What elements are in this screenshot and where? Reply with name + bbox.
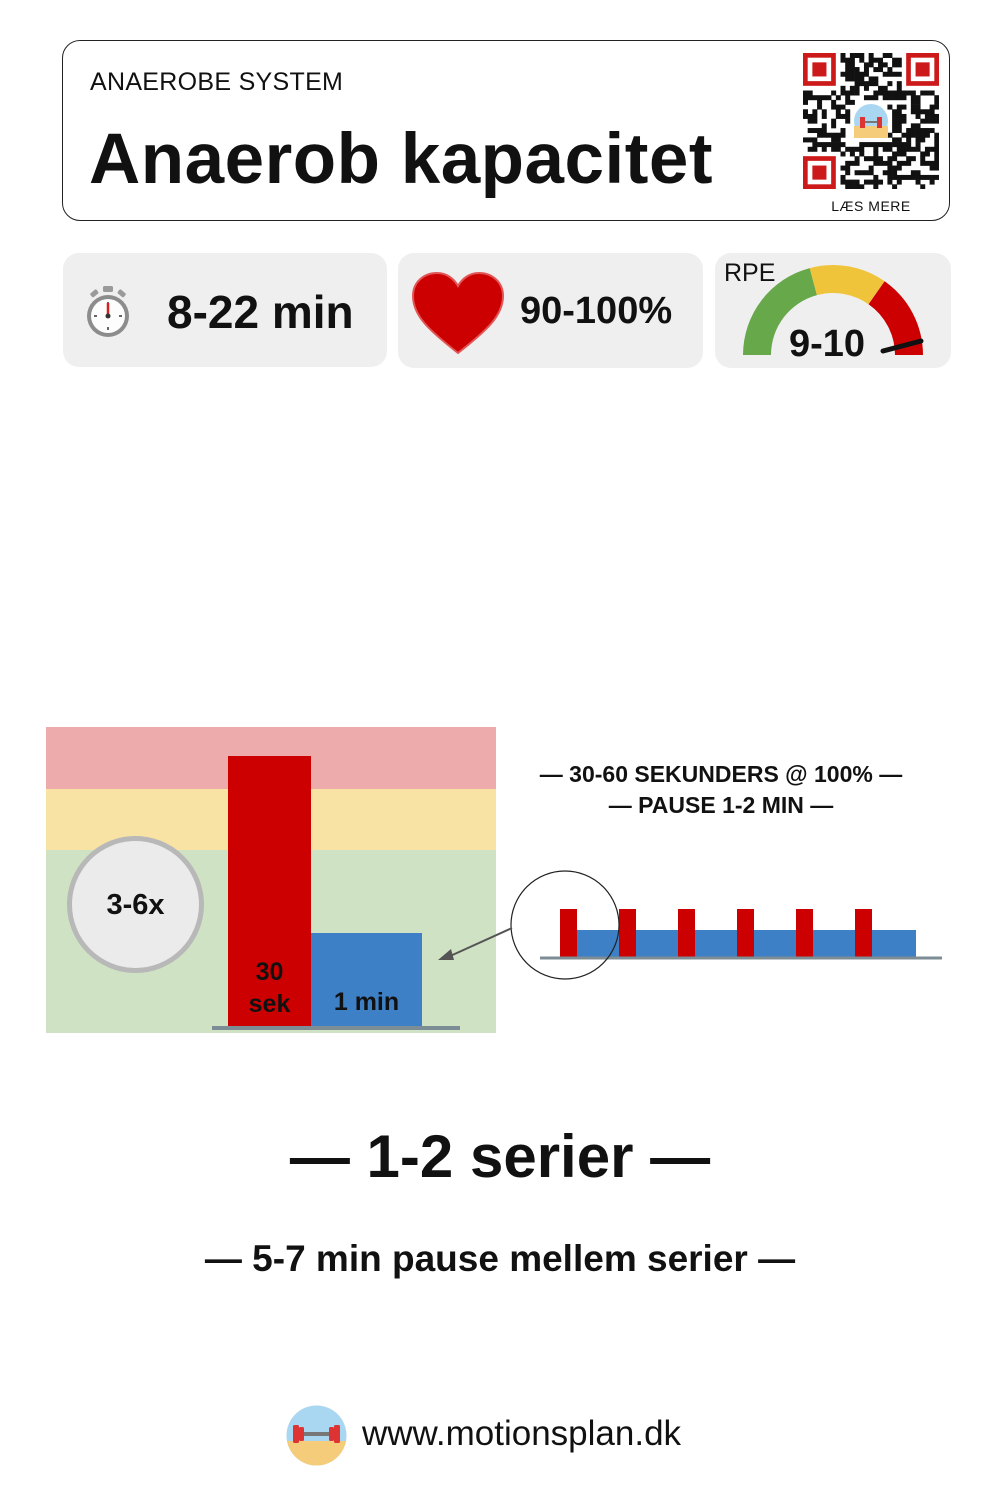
work-burst: [678, 909, 695, 958]
duration-card: 8-22 min: [63, 253, 387, 367]
website-link[interactable]: www.motionsplan.dk: [362, 1414, 682, 1453]
rest-label: 1 min: [333, 988, 400, 1016]
interval-description: — 30-60 SEKUNDERS @ 100% —: [539, 761, 903, 787]
work-burst: [619, 909, 636, 958]
baseline: [212, 1026, 460, 1030]
rpe-label: RPE: [724, 259, 776, 287]
gauge-segment: [868, 281, 923, 355]
gauge-segment: [809, 265, 885, 305]
heart-rate-card: 90-100%: [398, 253, 703, 368]
work-burst: [855, 909, 872, 958]
duration-value: 8-22 min: [167, 286, 354, 338]
motionsplan-logo: [286, 1405, 347, 1466]
heart-icon: [411, 271, 505, 355]
work-label-line1: 30: [255, 958, 284, 986]
gauge-needle: [880, 338, 924, 354]
zone-diagram: 3-6x 30 sek 1 min: [46, 727, 496, 1033]
heart-rate-value: 90-100%: [520, 290, 673, 332]
header-card: ANAEROBE SYSTEM Anaerob kapacitet LÆS ME…: [62, 40, 950, 221]
work-burst: [737, 909, 754, 958]
rpe-gauge: [743, 265, 924, 355]
work-burst: [560, 909, 577, 958]
rpe-card: RPE 9-10: [715, 253, 951, 368]
interval-timeline: [438, 870, 942, 980]
repeat-count: 3-6x: [106, 889, 165, 921]
zoom-circle: [510, 870, 620, 980]
series-pause: — 5-7 min pause mellem serier —: [204, 1238, 796, 1279]
rpe-value: 9-10: [789, 323, 866, 365]
rest-bar: [311, 933, 422, 1026]
series-count: — 1-2 serier —: [289, 1123, 711, 1190]
zoom-arrow: [447, 927, 513, 958]
interval-pause: — PAUSE 1-2 MIN —: [608, 792, 834, 818]
category-label: ANAEROBE SYSTEM: [90, 68, 344, 96]
repeat-badge: [67, 836, 204, 973]
zoom-arrowhead: [438, 949, 454, 960]
work-burst: [796, 909, 813, 958]
page-title: Anaerob kapacitet: [89, 120, 714, 199]
work-bar: [228, 756, 311, 1026]
qr-caption[interactable]: LÆS MERE: [831, 198, 911, 214]
work-label-line2: sek: [248, 990, 291, 1018]
qr-code[interactable]: [803, 53, 939, 189]
gauge-segment: [743, 268, 817, 355]
stopwatch-icon: [87, 286, 129, 337]
